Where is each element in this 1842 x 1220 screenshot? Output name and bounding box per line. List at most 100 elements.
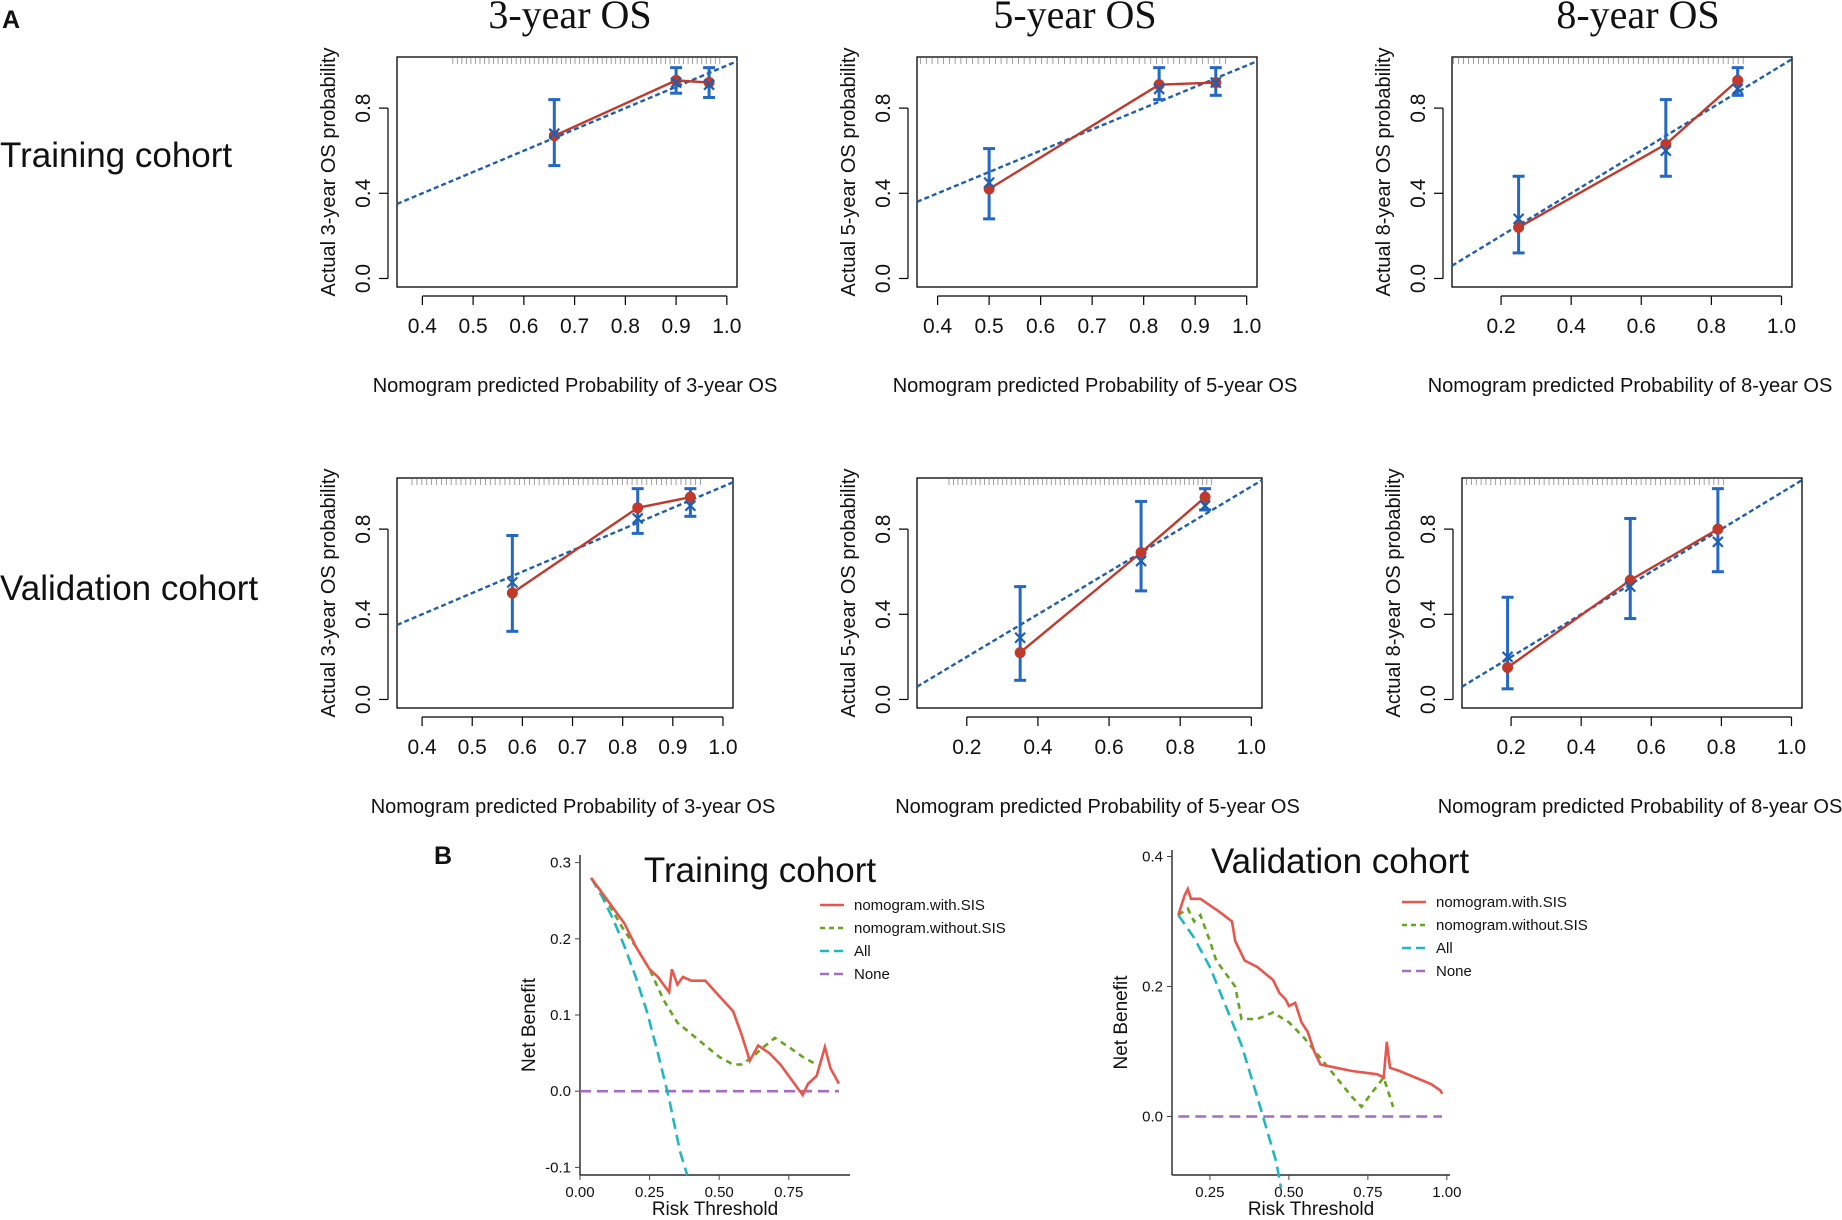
bias-corrected-marker xyxy=(1731,83,1744,95)
x-tick-label: 0.9 xyxy=(658,736,687,759)
legend-label: nomogram.without.SIS xyxy=(1436,917,1588,934)
panel-label-b: B xyxy=(434,842,452,870)
y-tick-label: 0.0 xyxy=(872,264,895,293)
plot-frame xyxy=(1451,56,1793,288)
x-axis-title: Nomogram predicted Probability of 3-year… xyxy=(373,375,778,397)
bias-corrected-marker xyxy=(983,176,995,189)
calibration-validation-5yr: 0.2 0.4 0.6 0.8 1.0 Nomogram predicted Probab… xyxy=(838,468,1300,818)
ideal-line xyxy=(396,481,734,627)
x-tick-label: 0.4 xyxy=(1567,736,1597,759)
dca-training: 0.00 0.25 0.50 0.75 -0.1 0.0 0.1 0.2 0.3 Risk Thr… xyxy=(519,851,1006,1220)
x-tick-label: 0.4 xyxy=(923,315,953,338)
chart-title: 8-year OS xyxy=(1556,0,1719,37)
legend-label: None xyxy=(854,966,890,983)
x-tick-label: 0.7 xyxy=(558,736,587,759)
dca-validation: 0.25 0.50 0.75 1.00 0.0 0.2 0.4 Risk Threshold N… xyxy=(1111,842,1588,1220)
observed-point xyxy=(1732,74,1744,86)
x-tick-label: 0.2 xyxy=(1486,315,1515,338)
x-tick-label: 0.8 xyxy=(1697,315,1726,338)
panel-label-a: A xyxy=(2,6,20,34)
x-axis-title: Nomogram predicted Probability of 5-year… xyxy=(893,375,1298,397)
x-tick-label: 1.0 xyxy=(1237,736,1266,759)
y-axis-title: Net Benefit xyxy=(519,977,540,1072)
y-tick-label: 0.8 xyxy=(872,515,895,544)
bias-corrected-marker xyxy=(1624,580,1637,593)
x-axis-title: Risk Threshold xyxy=(1248,1199,1374,1220)
y-axis-title: Actual 3-year OS probability xyxy=(318,47,340,296)
y-axis-title: Actual 5-year OS probability xyxy=(838,47,860,296)
x-tick-label: 1.0 xyxy=(708,736,737,759)
x-tick-label: 0.6 xyxy=(1637,736,1666,759)
calibration-training-5yr: 5-year OS 0.4 0.5 0.6 0.7 0.8 0.9 1.0 Nomogram p… xyxy=(838,0,1297,397)
y-tick-label: 0.0 xyxy=(872,685,895,714)
y-tick-label: 0.0 xyxy=(550,1083,571,1100)
x-tick-label: 0.8 xyxy=(1707,736,1736,759)
bias-corrected-marker xyxy=(684,499,697,512)
x-tick-label: 0.8 xyxy=(608,736,637,759)
chart-title: Training cohort xyxy=(644,851,876,890)
x-tick-label: 0.2 xyxy=(952,736,981,759)
x-tick-label: 0.8 xyxy=(1129,315,1158,338)
series-line-nomogram-with-sis xyxy=(1177,885,1444,1095)
bias-corrected-marker xyxy=(506,576,519,589)
observed-point xyxy=(1014,647,1026,659)
bias-corrected-marker xyxy=(670,76,682,89)
y-tick-label: 0.0 xyxy=(352,264,375,293)
plot-frame xyxy=(1461,477,1803,709)
x-tick-label: 0.5 xyxy=(458,736,487,759)
bias-corrected-marker xyxy=(1014,631,1026,644)
x-tick-label: 1.0 xyxy=(1232,315,1261,338)
chart-title: 5-year OS xyxy=(993,0,1156,37)
observed-point xyxy=(670,74,682,86)
x-tick-label: 0.4 xyxy=(407,736,437,759)
x-tick-label: 1.00 xyxy=(1432,1184,1461,1201)
x-tick-label: 0.50 xyxy=(705,1184,734,1201)
y-tick-label: 0.4 xyxy=(872,178,895,208)
x-tick-label: 0.2 xyxy=(1496,736,1525,759)
y-axis-title: Actual 3-year OS probability xyxy=(318,468,340,717)
bias-corrected-marker xyxy=(1660,144,1672,157)
x-tick-label: 0.6 xyxy=(508,736,537,759)
y-tick-label: 0.2 xyxy=(550,931,571,948)
series-line-all xyxy=(589,877,689,1176)
x-tick-label: 1.0 xyxy=(1777,736,1806,759)
x-tick-label: 0.8 xyxy=(1166,736,1195,759)
observed-point xyxy=(1135,547,1147,559)
series-line-all xyxy=(1177,914,1283,1189)
x-axis-title: Risk Threshold xyxy=(652,1199,778,1220)
bias-corrected-marker xyxy=(548,127,561,140)
x-axis-title: Nomogram predicted Probability of 3-year… xyxy=(371,796,776,818)
y-tick-label: 0.0 xyxy=(1407,264,1430,293)
chart-title: Validation cohort xyxy=(1211,842,1469,881)
y-axis-title: Actual 8-year OS probability xyxy=(1383,468,1405,717)
x-tick-label: 1.0 xyxy=(1767,315,1796,338)
x-tick-label: 0.7 xyxy=(560,315,589,338)
ideal-line xyxy=(916,60,1258,203)
ideal-line xyxy=(916,479,1263,688)
x-axis-title: Nomogram predicted Probability of 8-year… xyxy=(1428,375,1833,397)
observed-point xyxy=(1712,523,1724,535)
calibration-training-8yr: 8-year OS 0.2 0.4 0.6 0.8 1.0 Nomogram predict… xyxy=(1373,0,1832,397)
x-tick-label: 0.50 xyxy=(1274,1184,1303,1201)
y-tick-label: 0.8 xyxy=(872,94,895,123)
plot-frame xyxy=(396,477,734,709)
observed-point xyxy=(1502,662,1514,674)
bias-corrected-marker xyxy=(1210,76,1222,89)
x-tick-label: 0.8 xyxy=(611,315,640,338)
y-tick-label: 0.4 xyxy=(352,178,375,208)
observed-point xyxy=(632,502,644,514)
x-axis-title: Nomogram predicted Probability of 5-year… xyxy=(895,796,1300,818)
calibration-training-3yr: 3-year OS 0.4 0.5 0.6 0.7 0.8 0.9 1.0 Nomogram p… xyxy=(318,0,777,397)
x-tick-label: 0.5 xyxy=(975,315,1004,338)
chart-title: 3-year OS xyxy=(488,0,651,37)
x-tick-label: 0.6 xyxy=(1094,736,1123,759)
y-tick-label: 0.2 xyxy=(1142,979,1163,996)
ideal-line xyxy=(1451,58,1793,267)
y-tick-label: 0.8 xyxy=(1417,515,1440,544)
legend-label: All xyxy=(854,943,871,960)
plot-frame xyxy=(916,56,1258,288)
calibration-validation-8yr: 0.2 0.4 0.6 0.8 1.0 Nomogram predicted Probab… xyxy=(1383,468,1842,818)
calibration-validation-3yr: 0.4 0.5 0.6 0.7 0.8 0.9 1.0 Nomogram predicted … xyxy=(318,468,775,818)
y-tick-label: 0.4 xyxy=(1417,599,1440,629)
